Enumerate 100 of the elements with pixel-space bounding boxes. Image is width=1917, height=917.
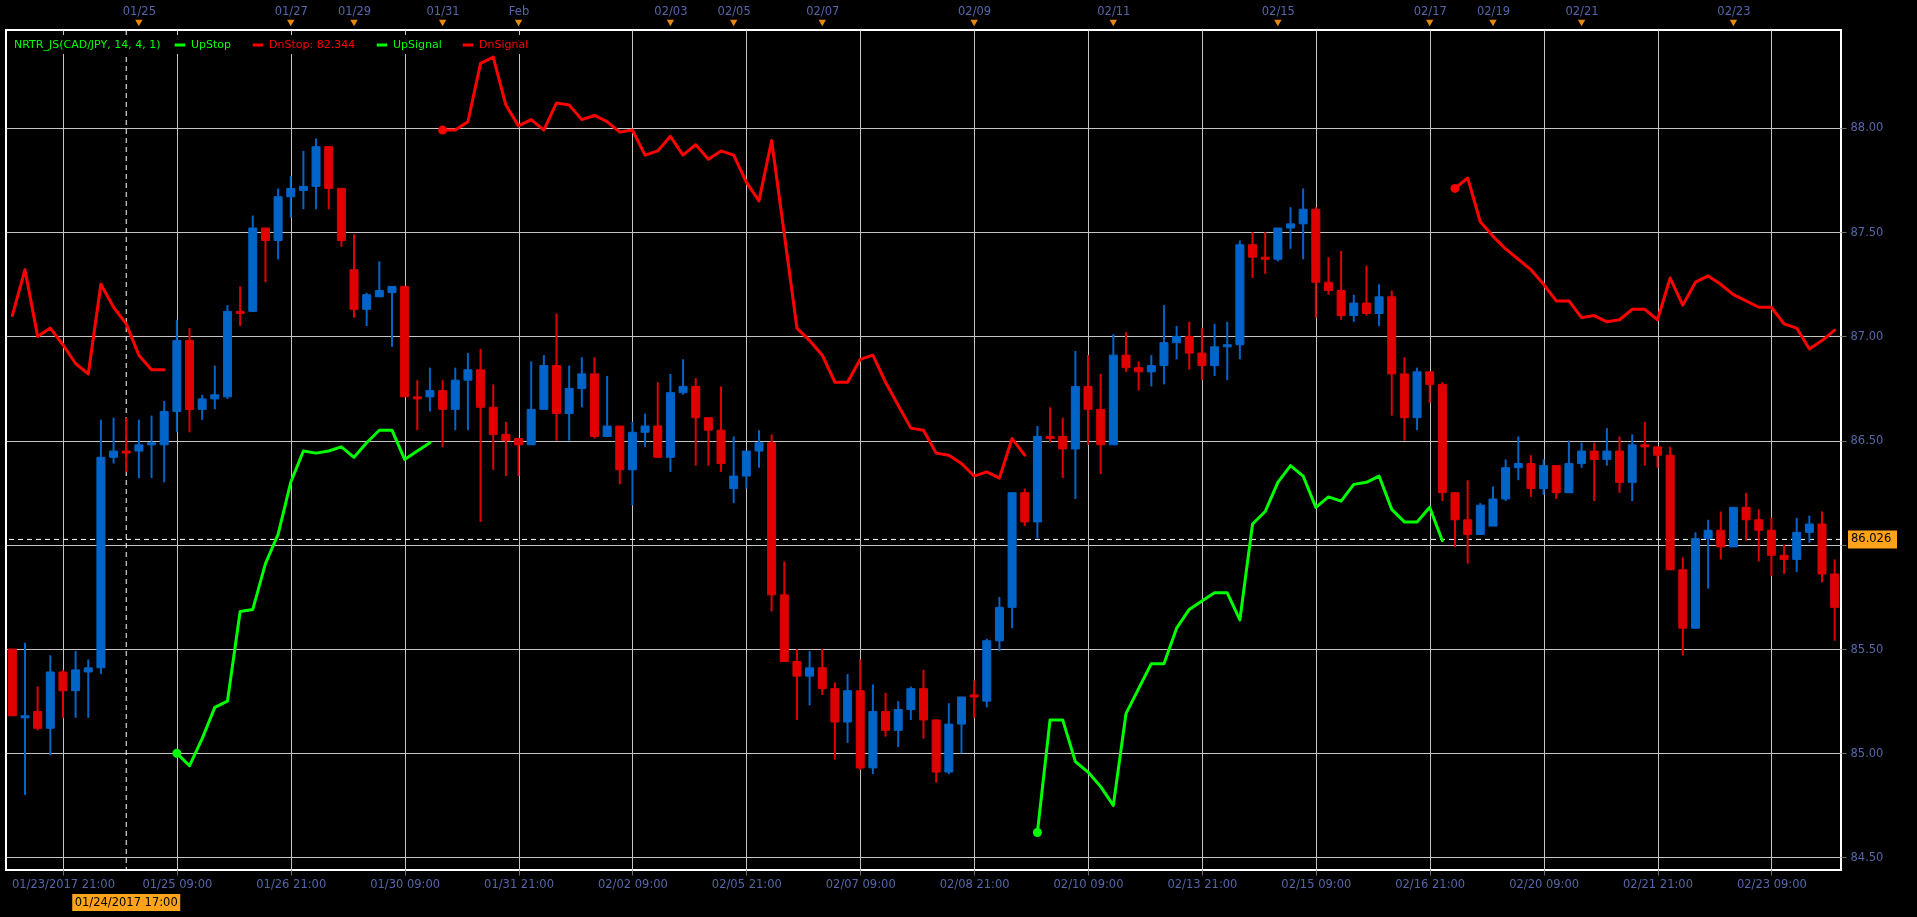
legend-title: NRTR_JS(CAD/JPY, 14, 4, 1): [14, 38, 161, 51]
candlestick: [1425, 370, 1435, 405]
candlestick: [792, 648, 802, 721]
candlestick: [754, 429, 764, 469]
candlestick: [1539, 458, 1549, 496]
candlestick: [298, 149, 308, 211]
candlestick: [286, 174, 296, 219]
candlestick: [438, 379, 448, 448]
y-tick-label: 85.00: [1850, 745, 1884, 760]
x-tick-label: 02/05 21:00: [711, 876, 782, 891]
candlestick: [1134, 360, 1144, 392]
x-tick-label: 02/23 09:00: [1736, 876, 1807, 891]
x-tick-label: 01/31 21:00: [484, 876, 555, 891]
legend-label: DnSignal: [479, 38, 529, 51]
x-tick-label: 02/07 09:00: [825, 876, 896, 891]
category-label: 02/21: [1565, 3, 1599, 18]
candlestick: [1197, 327, 1207, 382]
candlestick: [678, 358, 688, 396]
candlestick: [1083, 354, 1093, 446]
candlestick: [1172, 324, 1182, 361]
candlestick: [881, 691, 891, 738]
category-label: 02/15: [1261, 3, 1295, 18]
x-tick-label: 02/10 09:00: [1053, 876, 1124, 891]
candlestick: [1374, 283, 1384, 327]
candlestick: [147, 414, 157, 480]
x-tick-label: 02/20 09:00: [1509, 876, 1580, 891]
x-tick-label: 01/25 09:00: [142, 876, 213, 891]
point: [1032, 828, 1042, 837]
candlestick: [374, 260, 384, 298]
candlestick: [1716, 510, 1726, 561]
candlestick: [1045, 406, 1055, 444]
candlestick: [1349, 293, 1359, 323]
candlestick: [817, 648, 827, 696]
candlestick: [260, 227, 270, 284]
x-tick-label: 02/16 21:00: [1395, 876, 1466, 891]
candlestick: [109, 416, 119, 465]
candlestick: [1513, 435, 1523, 482]
candlestick: [640, 412, 650, 448]
category-label: 01/29: [337, 3, 372, 18]
y-tick-label: 87.50: [1850, 224, 1884, 239]
point: [438, 125, 448, 135]
candlestick: [1298, 187, 1308, 261]
candlestick: [1184, 320, 1194, 371]
candlestick: [362, 291, 372, 327]
category-label: Feb: [508, 3, 530, 18]
candlestick: [1589, 441, 1599, 503]
candlestick: [33, 685, 43, 732]
category-label: 01/25: [122, 3, 156, 18]
candlestick: [602, 375, 612, 438]
candlestick: [20, 641, 30, 796]
point: [1450, 183, 1460, 193]
candlestick: [906, 685, 916, 721]
candlestick: [58, 668, 68, 719]
candlestick: [1210, 322, 1220, 377]
candlestick: [121, 416, 131, 473]
category-label: 02/07: [806, 3, 840, 18]
legend-label: UpStop: [191, 38, 232, 51]
candlestick: [197, 393, 207, 421]
candlestick: [1741, 491, 1751, 542]
candlestick: [729, 435, 739, 505]
candlestick: [514, 437, 524, 478]
candlestick: [969, 679, 979, 719]
x-tick-label: 02/08 21:00: [939, 876, 1010, 891]
x-tick-label: 02/02 09:00: [597, 876, 668, 891]
y-tick-label: 86.50: [1850, 433, 1884, 448]
y-tick-label: 88.00: [1850, 120, 1884, 135]
candlestick: [83, 658, 93, 719]
category-label: 01/27: [274, 3, 308, 18]
x-tick-label: 02/21 21:00: [1623, 876, 1693, 891]
category-label: 01/31: [426, 3, 460, 18]
x-tick-label: 02/13 21:00: [1167, 876, 1238, 891]
candlestick: [1361, 264, 1371, 317]
category-label: 02/23: [1717, 3, 1751, 18]
category-label: 02/19: [1476, 3, 1511, 18]
candlestick: [134, 418, 144, 480]
candlestick: [387, 285, 397, 348]
candlestick: [893, 700, 903, 749]
candlestick: [1260, 231, 1270, 275]
candlestick: [501, 420, 511, 478]
category-label: 02/17: [1413, 3, 1447, 18]
y-tick-label: 87.00: [1850, 328, 1884, 343]
x-tick-label: 01/30 09:00: [370, 876, 441, 891]
candlestick: [210, 364, 220, 411]
category-label: 02/03: [654, 3, 688, 18]
candlestick: [235, 285, 245, 327]
candlestick: [1640, 420, 1650, 467]
candlestick: [1602, 427, 1612, 467]
candlestick: [1703, 518, 1713, 590]
ref-line-label: 86.026: [1851, 531, 1892, 546]
candlestick: [1754, 508, 1764, 563]
legend-label: DnStop: 82.344: [269, 38, 356, 51]
y-tick-label: 84.50: [1850, 849, 1884, 864]
candlestick: [1222, 320, 1232, 382]
category-label: 02/11: [1097, 3, 1131, 18]
candlestick: [1779, 543, 1789, 576]
candlestick: [1058, 416, 1068, 480]
point: [172, 748, 182, 758]
candlestick: [805, 650, 815, 707]
candlestick: [463, 352, 473, 432]
y-tick-label: 85.50: [1850, 641, 1884, 656]
